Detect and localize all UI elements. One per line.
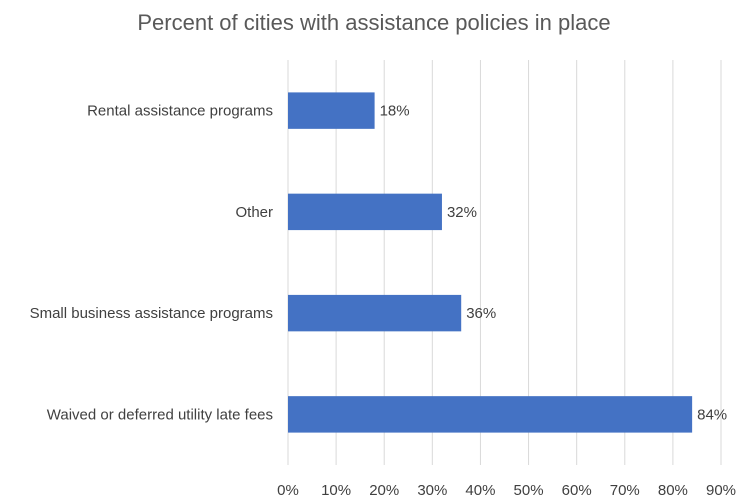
chart-title: Percent of cities with assistance polici… <box>137 10 610 35</box>
data-label: 18% <box>380 103 410 120</box>
x-tick-label: 80% <box>658 482 688 499</box>
category-label: Rental assistance programs <box>87 103 273 120</box>
x-axis-ticks: 0% 10% 20% 30% 40% 50% 60% 70% 80% 90% <box>277 482 736 499</box>
bar <box>288 92 375 129</box>
bar <box>288 396 693 433</box>
data-labels: 18% 32% 36% 84% <box>380 103 728 424</box>
bars <box>288 92 693 433</box>
x-tick-label: 60% <box>562 482 592 499</box>
x-tick-label: 20% <box>369 482 399 499</box>
x-tick-label: 10% <box>321 482 351 499</box>
x-tick-label: 30% <box>417 482 447 499</box>
category-label: Small business assistance programs <box>30 305 273 322</box>
category-label: Waived or deferred utility late fees <box>47 406 273 423</box>
bar <box>288 193 442 231</box>
x-tick-label: 40% <box>465 482 495 499</box>
data-label: 32% <box>447 204 477 221</box>
category-labels: Rental assistance programs Other Small bus… <box>30 103 273 424</box>
category-label: Other <box>235 204 273 221</box>
data-label: 36% <box>466 305 496 322</box>
data-label: 84% <box>697 406 727 423</box>
x-tick-label: 0% <box>277 482 299 499</box>
x-tick-label: 90% <box>706 482 736 499</box>
x-tick-label: 50% <box>514 482 544 499</box>
bar <box>288 294 462 332</box>
x-tick-label: 70% <box>610 482 640 499</box>
